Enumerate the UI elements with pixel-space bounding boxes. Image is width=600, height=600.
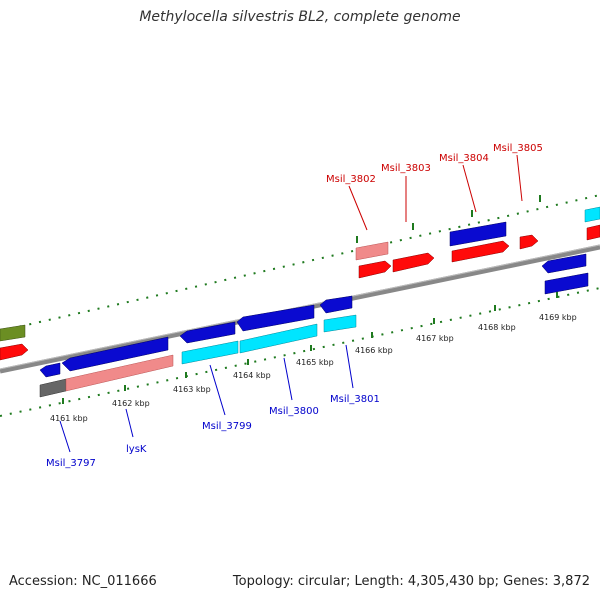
reverse-strand-genes	[39, 253, 589, 398]
scale-label: 4162 kbp	[112, 399, 150, 408]
gene-blue-3799a[interactable]	[179, 321, 236, 344]
gene-olive[interactable]	[0, 324, 26, 342]
scale-label: 4161 kbp	[50, 414, 88, 423]
gene-blue-r2[interactable]	[544, 272, 589, 295]
gene-label[interactable]: Msil_3805	[493, 143, 543, 154]
forward-strand-genes	[0, 206, 600, 361]
gene-blue-3800[interactable]	[236, 304, 315, 332]
gene-label[interactable]: Msil_3802	[326, 174, 376, 185]
genome-backbone-highlight	[0, 244, 600, 370]
scale-label: 4167 kbp	[416, 334, 454, 343]
gene-cyan-right[interactable]	[584, 206, 600, 223]
gene-pink-3802[interactable]	[355, 241, 389, 261]
gene-red-3804[interactable]	[451, 240, 510, 263]
gene-label[interactable]: Msil_3800	[269, 406, 319, 417]
scale-label: 4168 kbp	[478, 323, 516, 332]
gene-red-right[interactable]	[586, 224, 600, 241]
label-leaders	[59, 154, 523, 453]
gene-blue-3804[interactable]	[449, 221, 507, 247]
forward-gene-labels: Msil_3802 Msil_3803 Msil_3804 Msil_3805	[326, 143, 543, 185]
reverse-gene-labels: Msil_3797 lysK Msil_3799 Msil_3800 Msil_…	[46, 394, 380, 469]
gene-red-3803[interactable]	[392, 252, 435, 273]
gene-blue-reverse[interactable]	[39, 362, 61, 378]
scale-labels: 4161 kbp 4162 kbp 4163 kbp 4164 kbp 4165…	[50, 313, 577, 423]
accession-text: Accession: NC_011666	[9, 574, 157, 589]
scale-label: 4163 kbp	[173, 385, 211, 394]
gene-red-3802[interactable]	[358, 260, 392, 279]
gene-red-left[interactable]	[0, 343, 29, 361]
gene-gray[interactable]	[39, 378, 67, 398]
gene-label[interactable]: Msil_3804	[439, 153, 489, 164]
lower-major-ticks	[62, 292, 558, 404]
upper-major-ticks	[356, 195, 541, 243]
map-title: Methylocella silvestris BL2, complete ge…	[139, 9, 461, 25]
scale-label: 4165 kbp	[296, 358, 334, 367]
gene-label[interactable]: Msil_3799	[202, 421, 252, 432]
gene-blue-3798[interactable]	[61, 336, 169, 372]
gene-label[interactable]: lysK	[126, 444, 147, 455]
gene-cyan-3801[interactable]	[323, 314, 357, 333]
gene-red-3805[interactable]	[519, 234, 539, 250]
topology-text: Topology: circular; Length: 4,305,430 bp…	[232, 574, 590, 589]
scale-label: 4166 kbp	[355, 346, 393, 355]
scale-label: 4169 kbp	[539, 313, 577, 322]
lower-dotted-rail	[0, 287, 600, 417]
gene-cyan-3800[interactable]	[239, 323, 318, 354]
gene-blue-r1[interactable]	[541, 253, 587, 274]
scale-label: 4164 kbp	[233, 371, 271, 380]
gene-label[interactable]: Msil_3803	[381, 163, 431, 174]
gene-blue-3801a[interactable]	[319, 295, 353, 314]
gene-label[interactable]: Msil_3801	[330, 394, 380, 405]
gene-label[interactable]: Msil_3797	[46, 458, 96, 469]
gene-cyan-3799[interactable]	[181, 340, 239, 365]
gene-pink-lysK[interactable]	[65, 354, 174, 392]
